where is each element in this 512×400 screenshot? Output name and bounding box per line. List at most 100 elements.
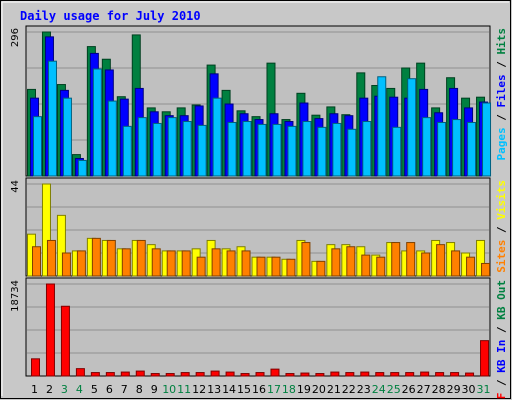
- bar-sites-day-31: [481, 262, 491, 277]
- day-label-11: 11: [177, 383, 191, 396]
- bar-sites-day-3: [61, 252, 71, 277]
- bar-kb-f-day-26: [405, 372, 415, 377]
- legend-item: Visits: [495, 180, 508, 220]
- legend-hits: Pages / Files / Hits: [495, 28, 508, 161]
- legend-item: KB F: [495, 393, 508, 400]
- chart-title: Daily usage for July 2010: [20, 9, 201, 23]
- bar-kb-f-day-19: [300, 372, 310, 377]
- bar-pages-day-6: [107, 100, 117, 177]
- bar-pages-day-31: [482, 102, 492, 177]
- bar-pages-day-16: [257, 123, 267, 177]
- day-label-22: 22: [342, 383, 356, 396]
- bar-pages-day-27: [422, 117, 432, 177]
- bar-kb-f-day-2: [45, 283, 55, 377]
- bar-visits-day-3: [56, 214, 66, 277]
- bar-pages-day-23: [362, 121, 372, 177]
- day-label-28: 28: [432, 383, 446, 396]
- bars-kbytes: [31, 283, 490, 377]
- bar-pages-day-11: [182, 121, 192, 177]
- bar-kb-f-day-22: [345, 372, 355, 377]
- bar-pages-day-13: [212, 97, 222, 177]
- bar-sites-day-28: [436, 244, 446, 277]
- day-label-14: 14: [222, 383, 236, 396]
- bar-pages-day-15: [242, 121, 252, 177]
- bar-kb-f-day-5: [90, 372, 100, 377]
- bar-kb-f-day-4: [75, 368, 85, 377]
- bar-pages-day-10: [167, 117, 177, 177]
- bar-kb-f-day-9: [150, 373, 160, 377]
- bar-pages-day-18: [287, 125, 297, 177]
- day-label-20: 20: [312, 383, 326, 396]
- bar-sites-day-20: [316, 260, 326, 277]
- bar-kb-f-day-21: [330, 371, 340, 377]
- bar-kb-f-day-14: [225, 371, 235, 377]
- bar-kb-f-day-28: [435, 372, 445, 377]
- day-label-24: 24: [372, 383, 386, 396]
- bar-kb-f-day-18: [285, 373, 295, 377]
- bar-sites-day-5: [91, 237, 101, 277]
- bars-hits: [27, 31, 492, 177]
- day-label-13: 13: [207, 383, 221, 396]
- day-label-9: 9: [151, 383, 158, 396]
- bar-sites-day-1: [32, 246, 41, 277]
- bar-sites-day-19: [301, 242, 311, 277]
- y-max-label: 44: [10, 180, 21, 193]
- day-label-16: 16: [252, 383, 266, 396]
- day-label-19: 19: [297, 383, 311, 396]
- bar-visits-day-2: [41, 183, 51, 277]
- legend-item: KB Out: [495, 280, 508, 320]
- bar-pages-day-28: [437, 121, 447, 177]
- bar-kb-f-day-11: [180, 372, 190, 377]
- bar-sites-day-7: [121, 248, 131, 277]
- bar-pages-day-14: [227, 121, 237, 177]
- day-label-10: 10: [162, 383, 176, 396]
- bar-sites-day-30: [466, 256, 476, 277]
- legend-item: Hits: [495, 28, 508, 55]
- bar-sites-day-11: [181, 250, 191, 277]
- legend-kbytes: KB F / KB In / KB Out: [495, 280, 508, 400]
- bar-kb-f-day-16: [255, 372, 265, 377]
- day-label-5: 5: [91, 383, 98, 396]
- bar-kb-f-day-17: [270, 368, 280, 377]
- bar-kb-f-day-13: [210, 370, 220, 377]
- bar-sites-day-10: [166, 250, 176, 277]
- day-label-18: 18: [282, 383, 296, 396]
- legend-item: Files: [495, 74, 508, 107]
- y-max-label: 18734: [10, 280, 21, 312]
- day-label-2: 2: [46, 383, 53, 396]
- bar-pages-day-30: [467, 121, 477, 177]
- bar-pages-day-17: [272, 123, 282, 177]
- bar-pages-day-19: [302, 121, 312, 177]
- bar-kb-f-day-8: [135, 370, 145, 377]
- day-label-4: 4: [76, 383, 83, 396]
- bar-sites-day-23: [361, 254, 371, 277]
- bar-kb-f-day-24: [375, 372, 385, 377]
- bar-pages-day-2: [47, 60, 57, 177]
- panel-background: [25, 277, 491, 377]
- legend-item: /: [495, 320, 508, 340]
- legend-item: KB In: [495, 340, 508, 373]
- bar-pages-day-29: [452, 119, 462, 177]
- bar-sites-day-18: [286, 258, 296, 277]
- day-label-27: 27: [417, 383, 431, 396]
- day-label-6: 6: [106, 383, 113, 396]
- day-label-21: 21: [327, 383, 341, 396]
- bar-sites-day-24: [376, 256, 386, 277]
- legend-item: Pages: [495, 127, 508, 160]
- day-label-1: 1: [31, 383, 38, 396]
- day-label-30: 30: [462, 383, 476, 396]
- bar-kb-f-day-6: [105, 372, 115, 377]
- bar-pages-day-7: [122, 125, 132, 177]
- bar-sites-day-25: [391, 242, 401, 277]
- bar-sites-day-4: [76, 250, 86, 277]
- panel-visits: 44 Sites / Visits: [10, 177, 508, 277]
- bar-kb-f-day-27: [420, 371, 430, 377]
- bar-pages-day-22: [347, 128, 357, 177]
- day-label-26: 26: [402, 383, 416, 396]
- bar-sites-day-17: [271, 256, 281, 277]
- bar-pages-day-20: [317, 126, 327, 177]
- day-label-12: 12: [192, 383, 206, 396]
- legend-item: /: [495, 108, 508, 128]
- day-label-25: 25: [387, 383, 401, 396]
